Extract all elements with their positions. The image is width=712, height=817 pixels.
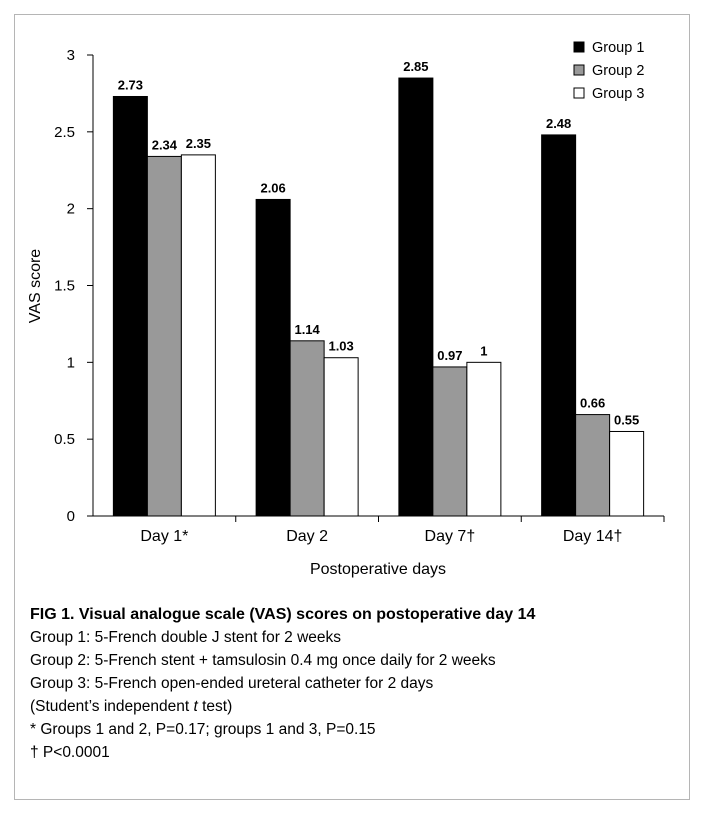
data-label: 0.66 [580,396,605,411]
caption-title: FIG 1. Visual analogue scale (VAS) score… [30,606,536,623]
bar [289,340,325,517]
y-tick-label: 1.5 [54,278,75,295]
bar [255,198,291,517]
x-tick-label: Day 2 [286,528,328,545]
caption-note-dagger: † P<0.0001 [30,744,110,761]
bars-layer: 2.73 2.34 2.35 2.06 1.14 1.03 2.85 0.97 1 2.48 0.6… [112,59,645,517]
bar [541,134,577,517]
data-label: 2.85 [403,59,428,74]
data-label: 2.48 [546,116,571,131]
y-tick-label: 0.5 [54,431,75,448]
data-label: 0.97 [437,348,462,363]
caption-group2: Group 2: 5-French stent + tamsulosin 0.4… [30,652,496,669]
data-label: 1 [480,343,487,358]
legend-swatch [573,41,585,53]
bar-chart: 2.73 2.34 2.35 2.06 1.14 1.03 2.85 0.97 1 2.48 0.6… [27,40,665,578]
legend-label: Group 2 [592,63,644,79]
bar [432,366,468,517]
bar [323,357,359,517]
data-label: 2.06 [260,180,285,195]
x-axis-label: Postoperative days [310,561,446,578]
data-label: 1.03 [328,339,353,354]
bar [466,361,502,517]
legend-swatch [573,64,585,76]
bar [398,77,434,517]
bar [146,155,182,517]
figure-frame [14,14,690,800]
caption-group3: Group 3: 5-French open-ended ureteral ca… [30,675,434,692]
bar [112,95,148,517]
x-tick-label: Day 1* [140,528,188,545]
y-tick-label: 3 [67,47,75,64]
caption-note-star: * Groups 1 and 2, P=0.17; groups 1 and 3… [30,721,376,738]
y-axis-label: VAS score [27,249,44,324]
x-tick-label: Day 14† [563,528,623,545]
y-tick-label: 0 [67,508,75,525]
caption-test: (Student’s independent t test) [30,695,680,718]
bar [609,430,645,517]
caption-test-prefix: (Student’s independent [30,698,194,715]
data-label: 2.34 [152,137,178,152]
legend-label: Group 1 [592,40,644,56]
bar [575,414,611,517]
data-label: 2.73 [118,77,143,92]
x-tick-label: Day 7† [425,528,476,545]
legend: Group 1 Group 2 Group 3 [573,40,644,102]
caption-test-suffix: test) [197,698,233,715]
axes-layer: 0 0.5 1 1.5 2 2.5 3 Day 1* Day 2 Day 7† Day 14† [54,47,665,545]
y-tick-label: 2 [67,201,75,218]
data-label: 2.35 [186,136,211,151]
data-label: 1.14 [294,322,320,337]
y-tick-label: 1 [67,354,75,371]
figure-caption: FIG 1. Visual analogue scale (VAS) score… [30,603,680,764]
caption-test-italic: t [193,698,198,715]
legend-label: Group 3 [592,86,644,102]
legend-swatch [573,87,585,99]
y-tick-label: 2.5 [54,124,75,141]
bar [180,154,216,517]
caption-group1: Group 1: 5-French double J stent for 2 w… [30,629,342,646]
data-label: 0.55 [614,412,639,427]
